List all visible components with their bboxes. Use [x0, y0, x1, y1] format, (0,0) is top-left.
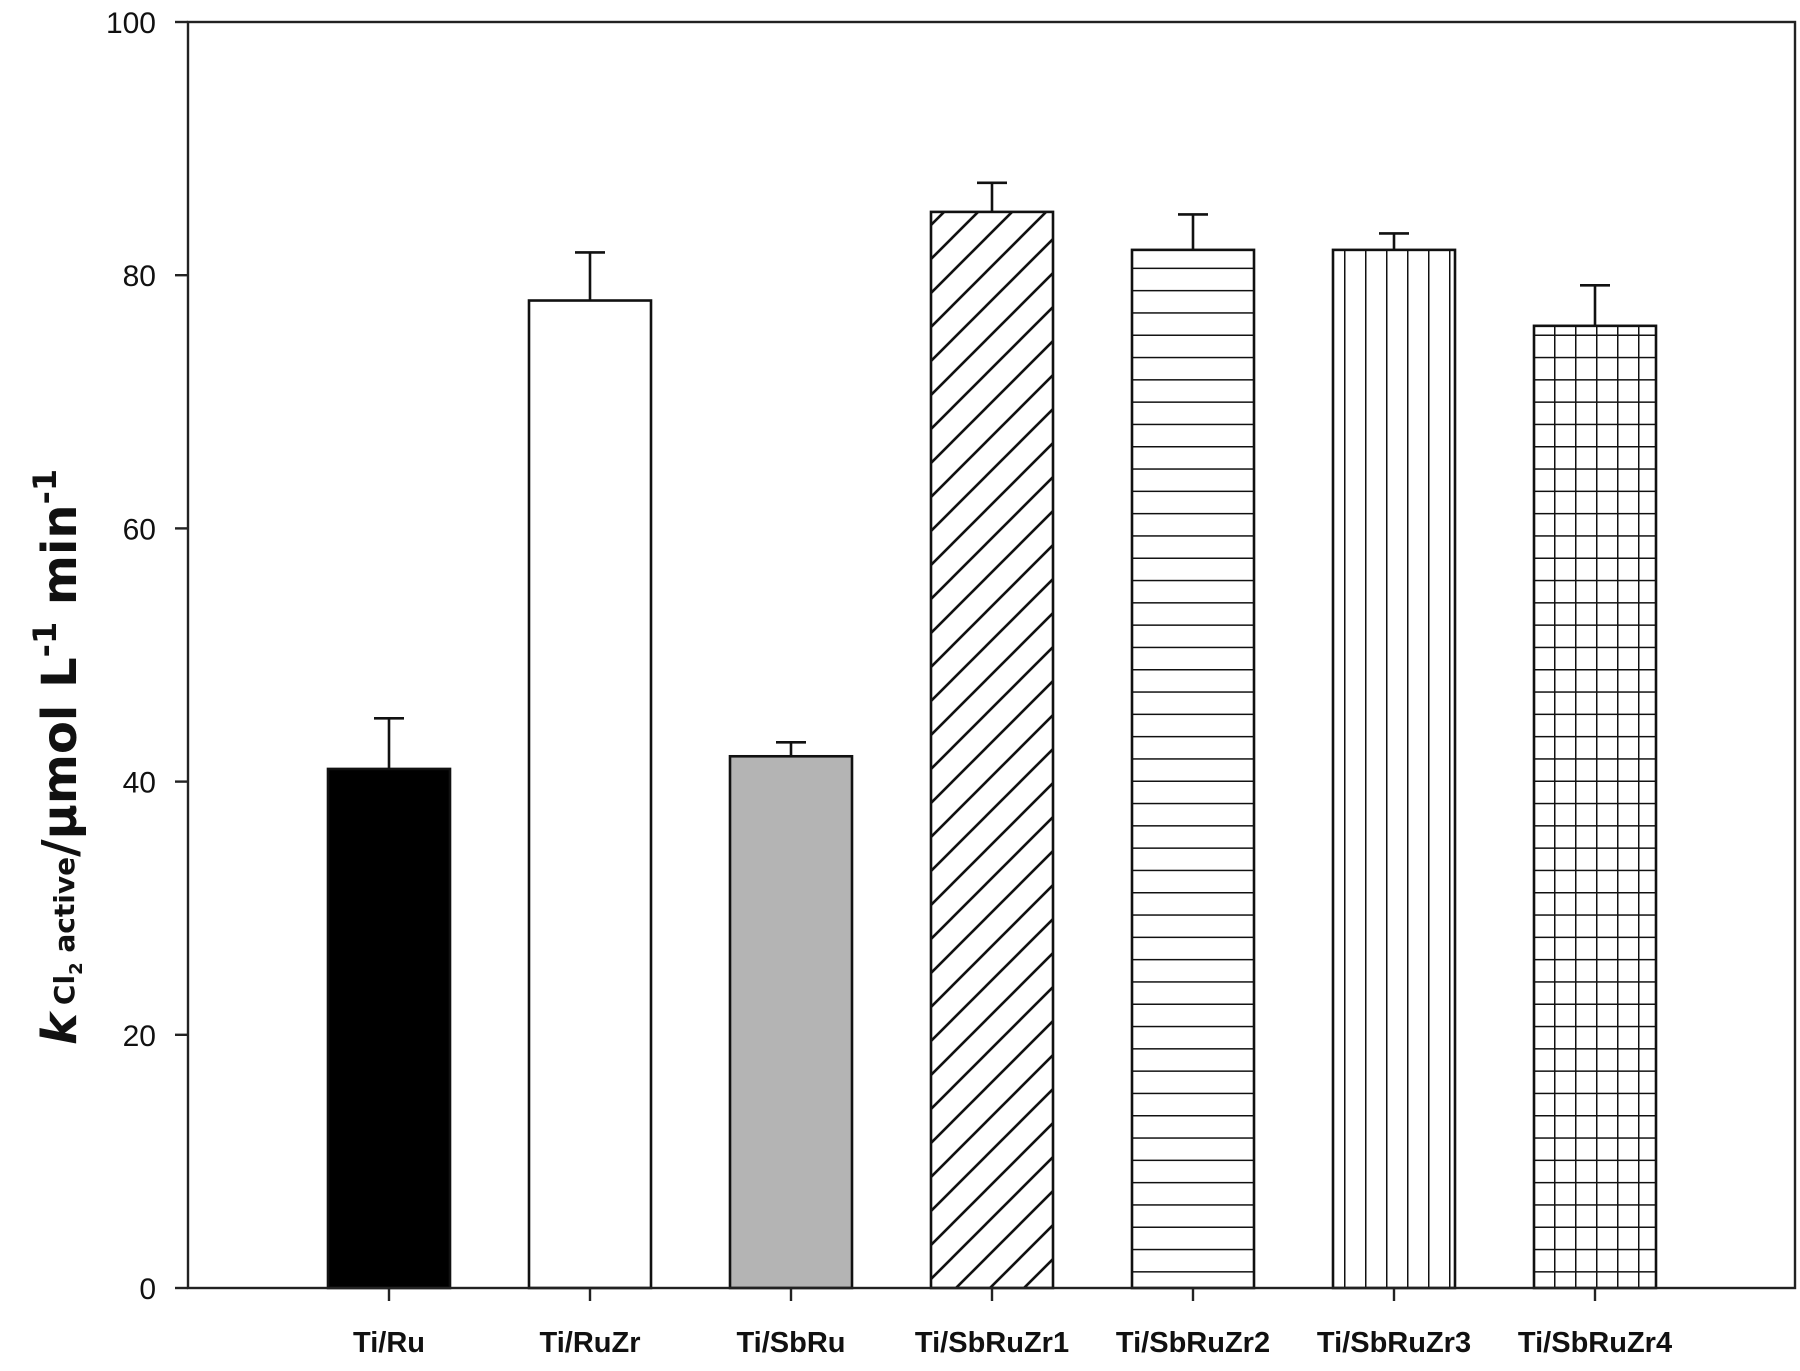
x-tick-label: Ti/Ru: [353, 1327, 425, 1359]
y-tick-label: 20: [123, 1020, 156, 1053]
bar-rect: [527, 299, 653, 1290]
bar-rect: [1532, 324, 1658, 1290]
bar-ti-sbruzr1: [929, 181, 1055, 1290]
svg-text:kCl2 active/μmol L-1 min-1: kCl2 active/μmol L-1 min-1: [26, 469, 88, 1045]
y-tick-label: 100: [106, 7, 156, 40]
plot-frame: [186, 20, 1797, 1290]
x-tick-label: Ti/SbRuZr4: [1518, 1327, 1672, 1359]
bar-rect: [1331, 248, 1457, 1290]
x-tick-label: Ti/SbRuZr1: [915, 1327, 1069, 1359]
bar-rect: [326, 767, 452, 1290]
y-tick-label: 60: [123, 513, 156, 546]
y-tick-label: 40: [123, 767, 156, 800]
bar-ti-ruzr: [527, 251, 653, 1290]
y-axis-label: kCl2 active/μmol L-1 min-1: [26, 469, 88, 1045]
y-tick-label: 80: [123, 260, 156, 293]
x-tick-label: Ti/SbRu: [736, 1327, 845, 1359]
bar-rect: [728, 754, 854, 1290]
bar-rect: [1130, 248, 1256, 1290]
bar-ti-sbruzr4: [1532, 284, 1658, 1290]
y-tick-label: 0: [139, 1273, 156, 1306]
bar-ti-ru: [326, 716, 452, 1290]
bar-ti-sbruzr2: [1130, 213, 1256, 1290]
bars: [326, 181, 1658, 1290]
x-axis-ticks: Ti/Ru Ti/RuZr Ti/SbRu Ti/SbRuZr1 Ti/SbRuZr2 T…: [353, 1288, 1672, 1359]
bar-ti-sbruzr3: [1331, 232, 1457, 1290]
y-axis-ticks: 0 20 40 60 80 100: [106, 7, 188, 1306]
x-tick-label: Ti/SbRuZr3: [1317, 1327, 1471, 1359]
bar-rect: [929, 210, 1055, 1290]
x-tick-label: Ti/SbRuZr2: [1116, 1327, 1270, 1359]
x-tick-label: Ti/RuZr: [540, 1327, 641, 1359]
bar-ti-sbru: [728, 741, 854, 1290]
